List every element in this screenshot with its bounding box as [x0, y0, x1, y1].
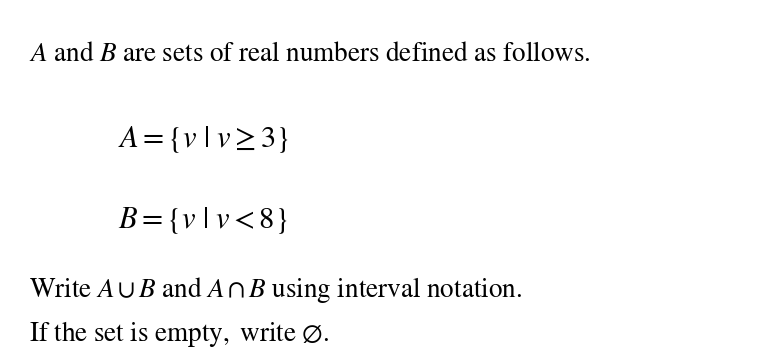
- Text: $\mathit{B} = \{v\ |\ v < 8\}$: $\mathit{B} = \{v\ |\ v < 8\}$: [118, 205, 288, 236]
- Text: $\mathrm{If\ the\ set\ is\ empty,\ write\ }\emptyset\mathrm{.}$: $\mathrm{If\ the\ set\ is\ empty,\ write…: [29, 319, 329, 349]
- Text: $\mathit{A} = \{v\ |\ v \geq 3\}$: $\mathit{A} = \{v\ |\ v \geq 3\}$: [118, 125, 289, 156]
- Text: $\mathit{A}$$\mathrm{\ and\ }$$\mathit{B}$$\mathrm{\ are\ sets\ of\ real\ number: $\mathit{A}$$\mathrm{\ and\ }$$\mathit{B…: [29, 42, 591, 67]
- Text: $\mathrm{Write\ }\mathit{A} \cup \mathit{B}\mathrm{\ and\ }\mathit{A} \cap \math: $\mathrm{Write\ }\mathit{A} \cup \mathit…: [29, 275, 522, 305]
